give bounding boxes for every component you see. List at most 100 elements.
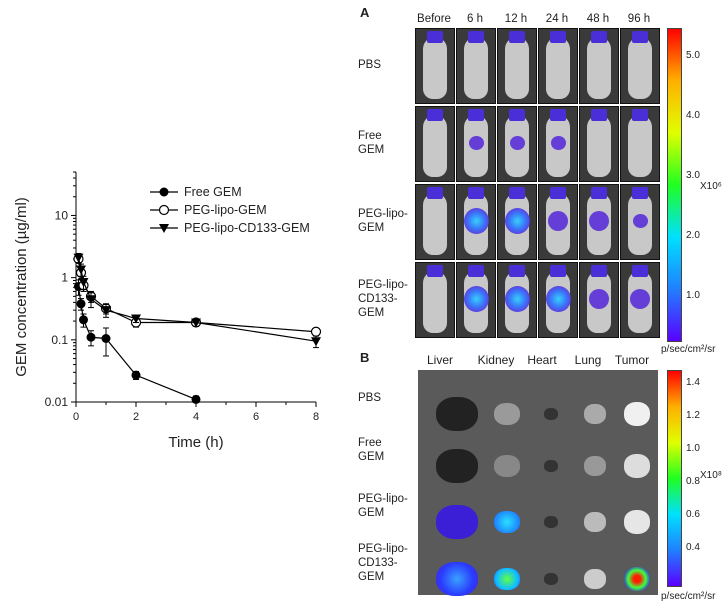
column-header: 12 h xyxy=(504,13,528,25)
organ-sample xyxy=(436,397,478,431)
x-tick-label: 2 xyxy=(133,411,139,423)
mouse-body xyxy=(587,37,611,99)
abdomen-signal xyxy=(630,289,650,309)
panel-a-letter: A xyxy=(360,5,370,20)
mouse-image xyxy=(579,262,619,338)
abdomen-signal xyxy=(463,208,489,234)
organ-sample xyxy=(494,403,520,425)
row-label-line: Free xyxy=(358,130,382,142)
row-label-line: PEG-lipo- xyxy=(358,279,408,291)
head-signal xyxy=(468,187,484,199)
organ-sample xyxy=(584,456,606,476)
row-label-line: GEM xyxy=(358,571,385,583)
column-header: Heart xyxy=(527,353,557,367)
chart-series-layer xyxy=(73,252,322,404)
organ-sample xyxy=(436,449,478,483)
mouse-body xyxy=(464,37,488,99)
data-point xyxy=(131,370,141,380)
mouse-image xyxy=(620,184,660,260)
row-label-line: PEG-lipo- xyxy=(358,543,408,555)
head-signal xyxy=(591,109,607,121)
panel-b-organ-image xyxy=(418,370,658,596)
row-label-line: GEM xyxy=(358,144,385,156)
row-label-line: GEM xyxy=(358,451,385,463)
head-signal xyxy=(509,187,525,199)
data-point xyxy=(86,332,96,342)
mouse-image xyxy=(415,106,455,182)
head-signal xyxy=(468,31,484,43)
colorbar-tick: 5.0 xyxy=(686,50,700,61)
legend-marker xyxy=(159,224,169,233)
mouse-image xyxy=(620,262,660,338)
row-label: Free GEM xyxy=(358,129,384,157)
organ-sample xyxy=(494,511,520,533)
abdomen-signal xyxy=(548,211,568,231)
head-signal xyxy=(427,31,443,43)
data-point xyxy=(86,295,96,305)
colorbar-tick: 0.4 xyxy=(686,542,700,553)
organ-sample xyxy=(544,516,558,528)
colorbar-scale: X10⁶ xyxy=(700,181,722,192)
row-label: PBS xyxy=(358,391,381,405)
y-tick-label: 10 xyxy=(55,208,69,222)
data-point xyxy=(78,278,89,288)
colorbar-unit: p/sec/cm²/sr xyxy=(661,591,716,602)
colorbar-scale: X10⁸ xyxy=(700,470,723,481)
mouse-image xyxy=(620,28,660,104)
colorbar-unit: p/sec/cm²/sr xyxy=(661,344,716,355)
mouse-body xyxy=(423,193,447,255)
head-signal xyxy=(632,31,648,43)
data-point xyxy=(101,306,111,316)
row-label-line: GEM xyxy=(358,507,385,519)
mouse-image xyxy=(579,184,619,260)
y-axis-label: GEM concentration (µg/ml) xyxy=(13,197,30,377)
abdomen-signal xyxy=(589,289,609,309)
organ-sample xyxy=(584,404,606,424)
mouse-image xyxy=(456,28,496,104)
organ-sample xyxy=(494,455,520,477)
mouse-body xyxy=(505,37,529,99)
organ-sample xyxy=(624,510,650,534)
head-signal xyxy=(427,265,443,277)
series-peg-lipo-cd133-gem xyxy=(73,252,321,349)
organ-sample xyxy=(624,454,650,478)
colorbar-tick: 4.0 xyxy=(686,110,700,121)
organ-sample xyxy=(544,460,558,472)
x-axis-label: Time (h) xyxy=(168,434,223,451)
panel-b-letter: B xyxy=(360,350,370,365)
row-label: PEG-lipo- CD133- GEM xyxy=(358,278,408,320)
y-tick-label: 0.1 xyxy=(51,333,68,347)
chart-legend: Free GEM PEG-lipo-GEM PEG-lipo-CD133-GEM xyxy=(150,185,310,235)
y-tick-label: 1 xyxy=(61,271,68,285)
colorbar-tick: 1.0 xyxy=(686,443,700,454)
x-tick-label: 0 xyxy=(73,411,79,423)
mouse-image xyxy=(497,28,537,104)
row-label-line: Free xyxy=(358,437,382,449)
column-header: 96 h xyxy=(627,13,651,25)
mouse-image xyxy=(456,184,496,260)
column-header: Before xyxy=(417,13,451,25)
head-signal xyxy=(427,109,443,121)
mouse-image xyxy=(497,184,537,260)
abdomen-signal xyxy=(468,136,484,150)
legend-label: PEG-lipo-GEM xyxy=(184,203,267,217)
mouse-body xyxy=(628,115,652,177)
mouse-image xyxy=(538,106,578,182)
head-signal xyxy=(591,187,607,199)
row-label: PEG-lipo- GEM xyxy=(358,492,408,520)
abdomen-signal xyxy=(504,208,530,234)
head-signal xyxy=(468,109,484,121)
row-label-line: PBS xyxy=(358,59,382,71)
head-signal xyxy=(632,265,648,277)
organ-sample xyxy=(494,568,520,590)
mouse-body xyxy=(628,37,652,99)
column-header: Kidney xyxy=(477,353,515,367)
legend-label: Free GEM xyxy=(184,185,242,199)
organ-sample xyxy=(584,569,606,589)
row-label-line: GEM xyxy=(358,222,385,234)
data-point xyxy=(191,318,201,328)
pk-line-chart: 0.01 0.1 1 10 0 2 4 6 8 Time (h) GEM concentration… xyxy=(13,171,322,451)
row-label-line: PEG-lipo- xyxy=(358,208,408,220)
legend-label: PEG-lipo-CD133-GEM xyxy=(184,221,310,235)
data-point xyxy=(131,314,141,324)
